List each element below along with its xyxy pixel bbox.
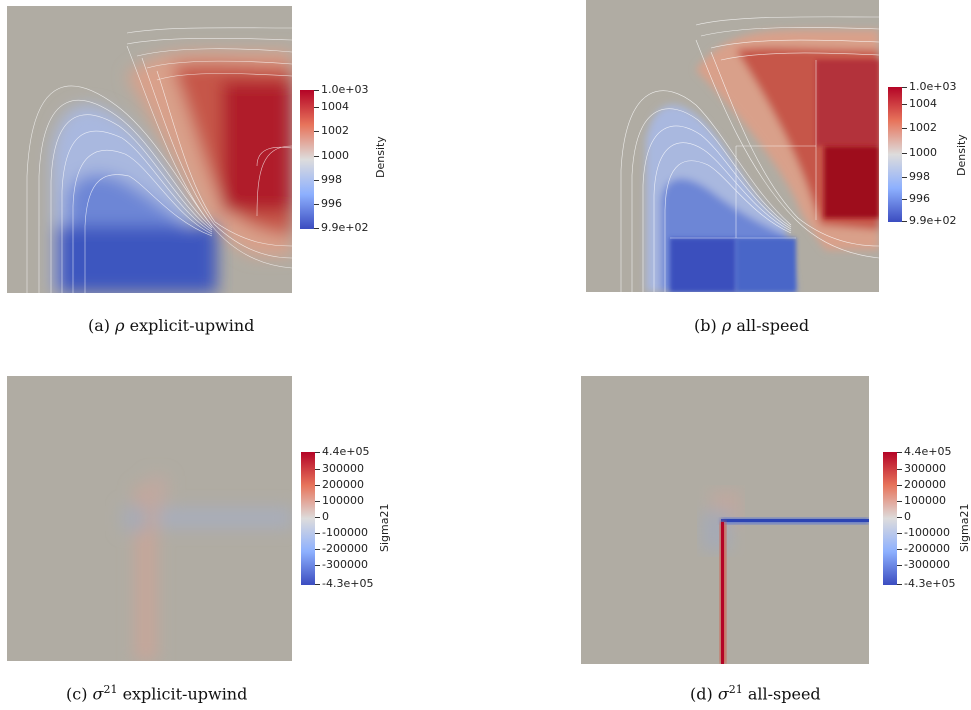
caption-label: (c): [66, 684, 88, 704]
tick-label: -4.3e+05: [322, 577, 374, 590]
colorbar-ticks-c: 4.4e+05 300000 200000 100000 0 -100000 -…: [301, 446, 381, 590]
colorbar-title-c: Sigma21: [378, 503, 391, 552]
tick-label: 300000: [904, 462, 946, 475]
tick-label: 200000: [904, 478, 946, 491]
caption-c: (c) σ21 explicit-upwind: [66, 683, 247, 703]
caption-b: (b) ρ all-speed: [694, 316, 809, 335]
colorbar-a: [300, 90, 314, 229]
caption-text: all-speed: [747, 684, 821, 704]
panel-d: 4.4e+05 300000 200000 100000 0 -100000 -…: [480, 365, 971, 710]
colorbar-title-b: Density: [955, 134, 968, 176]
tick-label: -4.3e+05: [904, 577, 956, 590]
tick-label: 996: [321, 197, 342, 210]
caption-symbol: ρ: [115, 316, 125, 335]
tick-label: 4.4e+05: [904, 445, 952, 458]
tick-label: -200000: [322, 542, 368, 555]
caption-sup: 21: [103, 683, 118, 696]
colorbar-strip-c: [301, 452, 315, 585]
caption-symbol: ρ: [721, 316, 732, 335]
colorbar-title-d: Sigma21: [958, 503, 971, 552]
panel-c: 4.4e+05 300000 200000 100000 0 -100000 -…: [0, 365, 480, 710]
tick-label: 1.0e+03: [321, 83, 369, 96]
tick-label: 300000: [322, 462, 364, 475]
tick-label: 0: [322, 510, 329, 523]
tick-label: 9.9e+02: [321, 221, 369, 234]
colorbar-b: [888, 87, 902, 222]
colorbar-strip-d: [883, 452, 897, 585]
tick-label: -200000: [904, 542, 950, 555]
colorbar-ticks-a: 1.0e+03 1004 1002 1000 998 996 9.9e+02: [300, 84, 380, 234]
tick-label: 0: [904, 510, 911, 523]
panel-b: 1.0e+03 1004 1002 1000 998 996 9.9e+02 D…: [480, 0, 971, 345]
caption-label: (a): [88, 316, 111, 335]
caption-sup: 21: [728, 683, 743, 696]
caption-symbol: σ: [717, 684, 729, 704]
tick-label: 200000: [322, 478, 364, 491]
tick-label: 998: [909, 170, 930, 183]
density-plot-all-speed: [586, 0, 879, 292]
tick-label: 100000: [904, 494, 946, 507]
caption-d: (d) σ21 all-speed: [690, 683, 821, 703]
tick-label: -100000: [904, 526, 950, 539]
sigma21-plot-all-speed: [581, 376, 869, 664]
tick-label: 1004: [321, 100, 349, 113]
sigma21-plot-explicit-upwind: [7, 376, 292, 661]
tick-label: -300000: [904, 558, 950, 571]
tick-label: 4.4e+05: [322, 445, 370, 458]
caption-label: (d): [690, 684, 713, 704]
tick-label: -100000: [322, 526, 368, 539]
tick-label: 1002: [321, 124, 349, 137]
tick-label: 1.0e+03: [909, 80, 957, 93]
colorbar-ticks-b: 1.0e+03 1004 1002 1000 998 996 9.9e+02: [888, 81, 968, 227]
tick-label: 1000: [321, 149, 349, 162]
caption-text: explicit-upwind: [122, 684, 248, 704]
colorbar-title-a: Density: [374, 136, 387, 178]
tick-label: 9.9e+02: [909, 214, 957, 227]
tick-label: 1002: [909, 121, 937, 134]
caption-a: (a) ρ explicit-upwind: [88, 316, 254, 335]
caption-text: explicit-upwind: [129, 316, 255, 335]
caption-label: (b): [694, 316, 717, 335]
density-plot-explicit-upwind: [7, 6, 292, 293]
tick-label: 100000: [322, 494, 364, 507]
tick-label: 996: [909, 192, 930, 205]
tick-label: 1004: [909, 97, 937, 110]
caption-symbol: σ: [92, 684, 104, 704]
tick-label: 1000: [909, 146, 937, 159]
caption-text: all-speed: [736, 316, 810, 335]
colorbar-ticks-d: 4.4e+05 300000 200000 100000 0 -100000 -…: [883, 446, 963, 590]
tick-label: 998: [321, 173, 342, 186]
tick-label: -300000: [322, 558, 368, 571]
panel-a: 1.0e+03 1004 1002 1000 998 996 9.9e+02 D…: [0, 0, 480, 345]
